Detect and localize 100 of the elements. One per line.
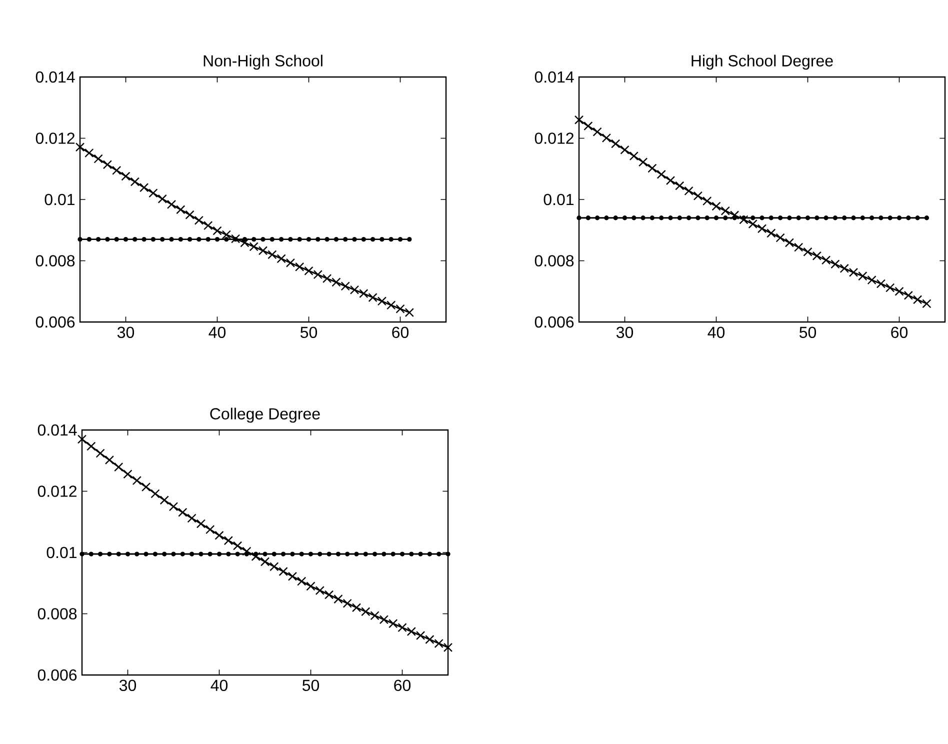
point: [398, 622, 407, 632]
point: [324, 236, 330, 242]
point: [316, 236, 320, 242]
point: [894, 286, 904, 296]
point: [712, 202, 721, 211]
point: [340, 282, 350, 291]
point: [290, 552, 295, 556]
point: [130, 177, 140, 186]
point: [104, 455, 114, 465]
point: [251, 552, 260, 562]
point: [232, 541, 242, 550]
point: [787, 216, 792, 220]
point: [359, 288, 368, 298]
point: [216, 552, 222, 556]
y-tick-label: 0.01: [44, 194, 75, 206]
point: [235, 552, 240, 556]
point: [270, 562, 279, 572]
point: [354, 552, 359, 556]
point: [304, 266, 314, 276]
point: [260, 557, 270, 566]
point: [784, 238, 794, 248]
point: [196, 236, 202, 242]
x-tick-label: 60: [891, 326, 908, 338]
point: [842, 216, 847, 220]
point: [352, 236, 357, 242]
point: [400, 552, 405, 556]
point: [112, 166, 122, 175]
point: [796, 216, 801, 220]
point: [407, 236, 412, 242]
point: [313, 270, 322, 280]
point: [308, 552, 314, 556]
point: [732, 216, 737, 220]
point: [125, 552, 130, 556]
point: [386, 300, 396, 310]
point: [262, 552, 268, 556]
point: [169, 236, 174, 242]
point: [345, 552, 350, 556]
point: [194, 216, 204, 225]
point: [778, 216, 783, 220]
point: [382, 552, 386, 556]
point: [242, 236, 248, 242]
y-tick-label: 0.014: [534, 71, 574, 83]
point: [629, 151, 638, 161]
point: [206, 236, 210, 242]
point: [748, 219, 758, 229]
point: [390, 552, 396, 556]
point: [187, 236, 192, 242]
point: [132, 236, 138, 242]
point: [75, 142, 85, 152]
point: [94, 154, 103, 164]
point: [231, 234, 240, 244]
point: [677, 216, 682, 220]
point: [141, 482, 151, 492]
y-tick-label: 0.008: [38, 608, 77, 620]
point: [686, 216, 692, 220]
point: [208, 552, 212, 556]
point: [867, 275, 876, 285]
point: [107, 552, 112, 556]
point: [858, 272, 868, 281]
point: [888, 216, 892, 220]
y-tick-label: 0.01: [544, 194, 574, 206]
point: [648, 164, 657, 173]
point: [832, 216, 838, 220]
point: [315, 586, 324, 596]
point: [86, 236, 92, 242]
point: [77, 434, 87, 444]
chart-title: College Degree: [210, 408, 320, 423]
point: [189, 552, 194, 556]
point: [723, 216, 728, 220]
point: [904, 290, 913, 300]
point: [306, 582, 316, 591]
point: [611, 139, 620, 148]
point: [318, 552, 322, 556]
point: [730, 210, 740, 220]
point: [696, 216, 700, 220]
point: [370, 611, 380, 620]
point: [134, 552, 140, 556]
y-tick-label: 0.012: [534, 132, 574, 144]
point: [132, 476, 142, 486]
point: [368, 292, 378, 302]
point: [123, 470, 132, 479]
point: [666, 176, 676, 186]
point: [380, 236, 384, 242]
point: [915, 216, 920, 220]
point: [361, 236, 366, 242]
point: [148, 188, 158, 198]
point: [139, 183, 149, 192]
point: [824, 216, 828, 220]
point: [150, 489, 160, 498]
point: [352, 603, 362, 612]
point: [659, 216, 664, 220]
point: [322, 274, 332, 284]
point: [675, 181, 684, 190]
point: [102, 160, 112, 170]
point: [270, 236, 274, 242]
point: [876, 279, 886, 288]
point: [388, 618, 398, 628]
point: [272, 552, 276, 556]
x-tick-label: 50: [302, 680, 320, 692]
point: [260, 236, 266, 242]
